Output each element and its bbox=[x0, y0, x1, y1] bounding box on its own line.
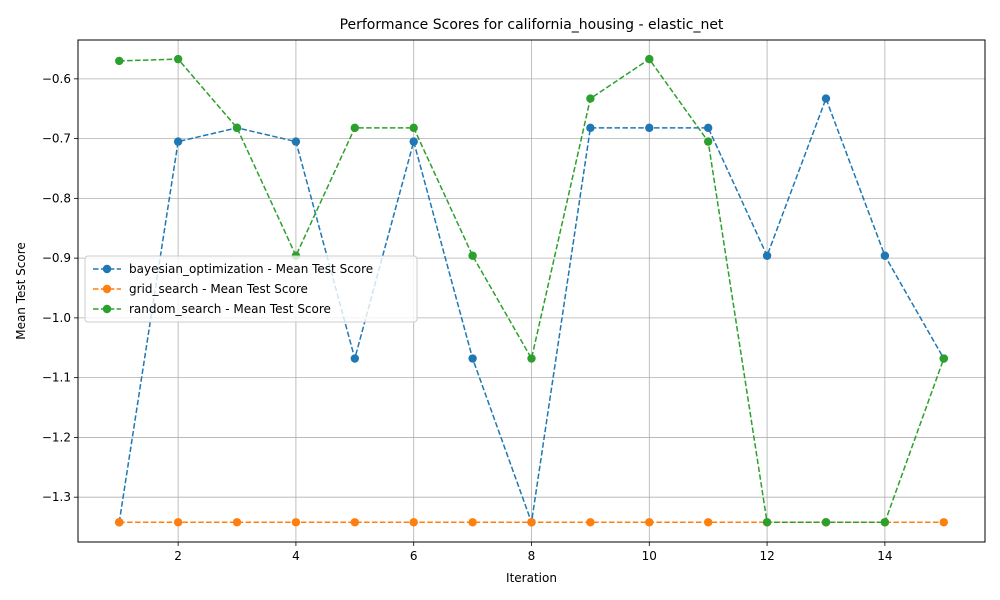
data-point bbox=[527, 518, 536, 527]
data-point bbox=[645, 518, 654, 527]
data-point bbox=[880, 251, 890, 260]
legend-entry: bayesian_optimization - Mean Test Score bbox=[93, 262, 373, 276]
data-point bbox=[703, 137, 713, 146]
legend-marker bbox=[102, 304, 112, 314]
x-axis-label: Iteration bbox=[506, 571, 557, 585]
data-point bbox=[291, 518, 301, 527]
data-point bbox=[173, 518, 183, 527]
y-tick-label: −0.9 bbox=[42, 251, 71, 265]
data-point bbox=[350, 354, 360, 363]
legend: bayesian_optimization - Mean Test Score g… bbox=[84, 255, 418, 323]
y-axis-label: Mean Test Score bbox=[14, 242, 28, 340]
data-point bbox=[350, 518, 360, 527]
data-point bbox=[645, 123, 654, 133]
chart-title: Performance Scores for california_housin… bbox=[340, 17, 724, 33]
x-tick-label: 14 bbox=[877, 549, 892, 563]
y-tick-label: −1.1 bbox=[42, 371, 71, 385]
data-point bbox=[645, 54, 654, 64]
data-point bbox=[232, 518, 242, 527]
data-point bbox=[409, 518, 418, 527]
x-tick-label: 8 bbox=[528, 549, 536, 563]
legend-label: bayesian_optimization - Mean Test Score bbox=[129, 262, 373, 276]
data-point bbox=[762, 251, 772, 260]
data-point bbox=[350, 123, 360, 133]
data-point bbox=[409, 123, 418, 133]
data-point bbox=[173, 54, 183, 64]
data-point bbox=[762, 518, 772, 527]
x-tick-label: 4 bbox=[292, 549, 300, 563]
data-point bbox=[703, 518, 713, 527]
y-tick-label: −0.7 bbox=[42, 132, 71, 146]
series-line bbox=[119, 58, 945, 524]
legend-entry: grid_search - Mean Test Score bbox=[93, 282, 308, 296]
x-tick-label: 10 bbox=[642, 549, 657, 563]
y-tick-label: −0.6 bbox=[42, 72, 71, 86]
data-point bbox=[939, 518, 948, 527]
data-point bbox=[409, 137, 418, 146]
data-point bbox=[232, 123, 242, 133]
x-tick-label: 6 bbox=[410, 549, 418, 563]
x-tick-label: 2 bbox=[174, 549, 182, 563]
data-point bbox=[527, 354, 536, 363]
data-point bbox=[586, 123, 595, 133]
data-point bbox=[468, 518, 477, 527]
data-point bbox=[115, 56, 124, 66]
data-point bbox=[586, 94, 595, 103]
data-point bbox=[468, 251, 477, 260]
data-point bbox=[468, 354, 477, 363]
legend-box bbox=[84, 255, 418, 323]
legend-entry: random_search - Mean Test Score bbox=[93, 302, 331, 316]
y-tick-label: −0.8 bbox=[42, 191, 71, 205]
legend-label: random_search - Mean Test Score bbox=[129, 302, 331, 316]
y-tick-label: −1.2 bbox=[42, 430, 71, 444]
data-point bbox=[821, 94, 831, 103]
data-point bbox=[115, 518, 124, 527]
data-point bbox=[291, 137, 301, 146]
data-point bbox=[173, 137, 183, 146]
data-point bbox=[939, 354, 948, 363]
y-tick-label: −1.0 bbox=[42, 311, 71, 325]
data-point bbox=[586, 518, 595, 527]
legend-marker bbox=[102, 264, 112, 274]
data-point bbox=[703, 123, 713, 133]
data-point bbox=[821, 518, 831, 527]
legend-label: grid_search - Mean Test Score bbox=[129, 282, 308, 296]
series-layer bbox=[115, 54, 948, 527]
axis-ticks: 2 4 6 8 10 12 14 −1.3 −1.2 −1.1 −1.0 −0.9 −0.8 −0.7 −0… bbox=[42, 72, 893, 563]
data-point bbox=[880, 518, 890, 527]
y-tick-label: −1.3 bbox=[42, 490, 71, 504]
legend-marker bbox=[102, 284, 112, 294]
x-tick-label: 12 bbox=[759, 549, 774, 563]
